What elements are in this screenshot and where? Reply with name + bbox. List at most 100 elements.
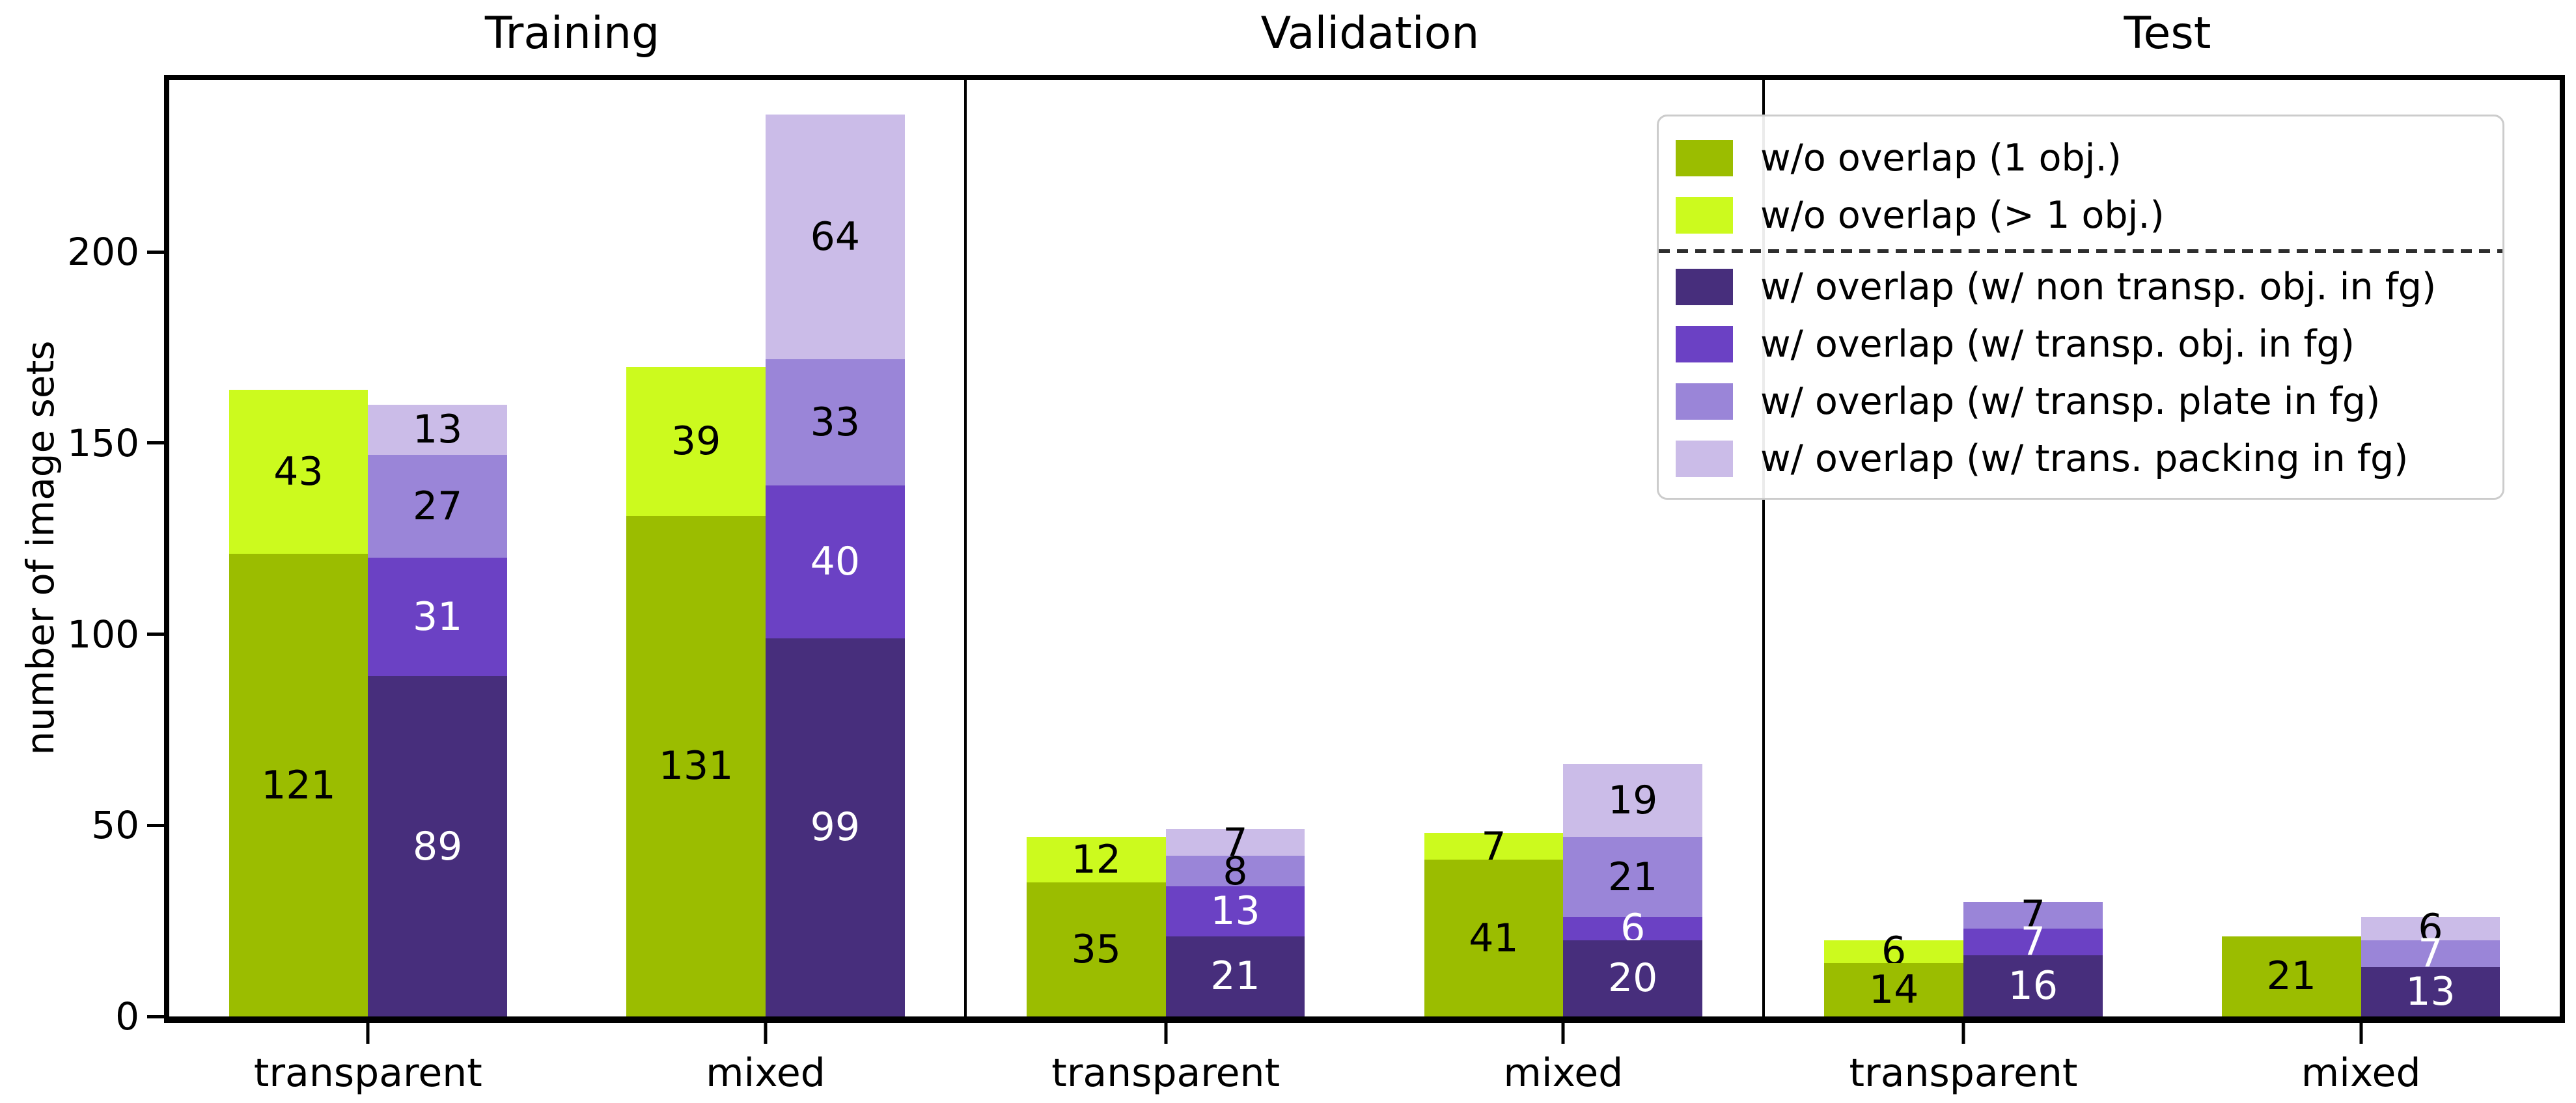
- y-tick-label: 100: [67, 612, 139, 657]
- bar-segment: 21: [1165, 936, 1305, 1016]
- segment-value-label: 12: [1071, 837, 1121, 883]
- segment-value-label: 35: [1071, 927, 1121, 973]
- bar-segment: 27: [368, 454, 508, 558]
- segment-value-label: 21: [2266, 953, 2316, 1000]
- bar-segment: 7: [1963, 895, 2103, 934]
- bar-with-overlap: 20 6 21 19: [1563, 764, 1703, 1016]
- segment-value-label: 13: [1210, 888, 1260, 934]
- bar-segment: 121: [229, 554, 368, 1016]
- bar-segment: 14: [1824, 962, 1963, 1016]
- y-tick-label: 0: [115, 994, 139, 1039]
- bar-segment: 89: [368, 676, 508, 1016]
- bar-segment: 12: [1026, 836, 1166, 883]
- panel-title-training: Training: [484, 8, 660, 59]
- segment-value-label: 7: [2020, 919, 2045, 965]
- segment-value-label: 16: [2008, 963, 2058, 1009]
- legend-entry-label: w/ overlap (w/ transp. plate in fg): [1760, 380, 2381, 423]
- legend-row: w/ overlap (w/ transp. plate in fg): [1659, 373, 2502, 430]
- bar-with-overlap: 21 13 8 7: [1165, 823, 1305, 1016]
- bar-segment: 21: [1563, 836, 1703, 918]
- segment-value-label: 33: [810, 399, 861, 445]
- y-tick: [147, 1014, 164, 1018]
- y-tick-label: 200: [67, 230, 139, 275]
- x-category-label: transparent: [1051, 1050, 1281, 1096]
- panel-training: transparent 121 43 89 31 27 13 mixed 131 39 99 40 33…: [169, 80, 967, 1096]
- x-tick: [2359, 1016, 2363, 1044]
- segment-value-label: 43: [273, 449, 324, 495]
- legend-swatch-icon: [1676, 269, 1733, 305]
- x-category-label: mixed: [706, 1050, 825, 1096]
- segment-value-label: 7: [1223, 819, 1248, 865]
- bar-segment: 33: [765, 359, 905, 485]
- segment-value-label: 121: [261, 762, 336, 808]
- segment-value-label: 20: [1607, 955, 1658, 1001]
- segment-value-label: 41: [1469, 915, 1519, 961]
- segment-value-label: 14: [1868, 966, 1919, 1013]
- segment-value-label: 27: [413, 483, 463, 529]
- segment-value-label: 21: [1210, 953, 1260, 1000]
- segment-value-label: 89: [413, 823, 463, 869]
- segment-value-label: 99: [810, 804, 861, 851]
- legend-swatch-icon: [1676, 326, 1733, 362]
- segment-value-label: 7: [2020, 892, 2045, 938]
- bar-segment: 21: [2221, 936, 2361, 1016]
- bar-segment: 99: [765, 638, 905, 1016]
- bar-segment: 35: [1026, 882, 1166, 1016]
- bar-segment: 20: [1563, 940, 1703, 1016]
- bar-segment: 16: [1963, 955, 2103, 1016]
- bar-segment: 13: [2361, 966, 2500, 1016]
- segment-value-label: 21: [1607, 854, 1658, 900]
- bar-segment: 6: [1563, 909, 1703, 948]
- legend-row: w/ overlap (w/ non transp. obj. in fg): [1659, 258, 2502, 316]
- bar-with-overlap: 13 7 6: [2361, 909, 2500, 1016]
- legend-entry-label: w/ overlap (w/ transp. obj. in fg): [1760, 323, 2355, 366]
- bar-segment: 7: [1963, 922, 2103, 961]
- bar-with-overlap: 99 40 33 64: [765, 114, 905, 1016]
- x-tick: [764, 1016, 768, 1044]
- bar-without-overlap: 21: [2221, 936, 2361, 1016]
- bar-segment: 19: [1563, 764, 1703, 837]
- legend-row: w/ overlap (w/ transp. obj. in fg): [1659, 316, 2502, 373]
- x-tick: [1961, 1016, 1965, 1044]
- bar-with-overlap: 16 7 7: [1963, 895, 2103, 1016]
- bar-segment: 7: [1424, 827, 1564, 866]
- segment-value-label: 39: [671, 418, 721, 465]
- y-tick: [147, 633, 164, 636]
- bar-segment: 6: [2361, 909, 2500, 948]
- bar-segment: 43: [229, 389, 368, 554]
- bar-segment: 7: [1165, 823, 1305, 862]
- segment-value-label: 40: [810, 539, 861, 585]
- bar-without-overlap: 131 39: [626, 366, 766, 1016]
- bar-without-overlap: 121 43: [229, 389, 368, 1016]
- segment-value-label: 13: [2405, 968, 2456, 1014]
- bar-segment: 13: [1165, 886, 1305, 936]
- y-tick: [147, 250, 164, 254]
- bar-segment: 39: [626, 366, 766, 516]
- bar-without-overlap: 14 6: [1824, 932, 1963, 1016]
- legend-row: w/ overlap (w/ trans. packing in fg): [1659, 430, 2502, 487]
- legend-entry-label: w/o overlap (1 obj.): [1760, 137, 2122, 180]
- segment-value-label: 7: [1481, 823, 1506, 869]
- bar-segment: 7: [2361, 934, 2500, 973]
- legend-entry-label: w/ overlap (w/ trans. packing in fg): [1760, 437, 2409, 480]
- legend-row: w/o overlap (1 obj.): [1659, 129, 2502, 187]
- legend-swatch-icon: [1676, 197, 1733, 234]
- bar-segment: 6: [1824, 932, 1963, 971]
- legend-entry-label: w/ overlap (w/ non transp. obj. in fg): [1760, 266, 2437, 308]
- legend-divider-dashed-line: [1659, 249, 2502, 253]
- y-tick-label: 150: [67, 420, 139, 465]
- x-category-label: transparent: [253, 1050, 482, 1096]
- bar-segment: 8: [1165, 852, 1305, 891]
- x-tick: [366, 1016, 370, 1044]
- x-tick: [1164, 1016, 1168, 1044]
- bar-segment: 41: [1424, 860, 1564, 1016]
- x-category-label: mixed: [1503, 1050, 1624, 1096]
- legend-swatch-icon: [1676, 441, 1733, 477]
- bar-segment: 40: [765, 485, 905, 638]
- legend-row: w/o overlap (> 1 obj.): [1659, 187, 2502, 244]
- segment-value-label: 31: [413, 594, 463, 640]
- y-tick: [147, 823, 164, 827]
- legend-swatch-icon: [1676, 383, 1733, 420]
- bar-segment: 13: [368, 405, 508, 455]
